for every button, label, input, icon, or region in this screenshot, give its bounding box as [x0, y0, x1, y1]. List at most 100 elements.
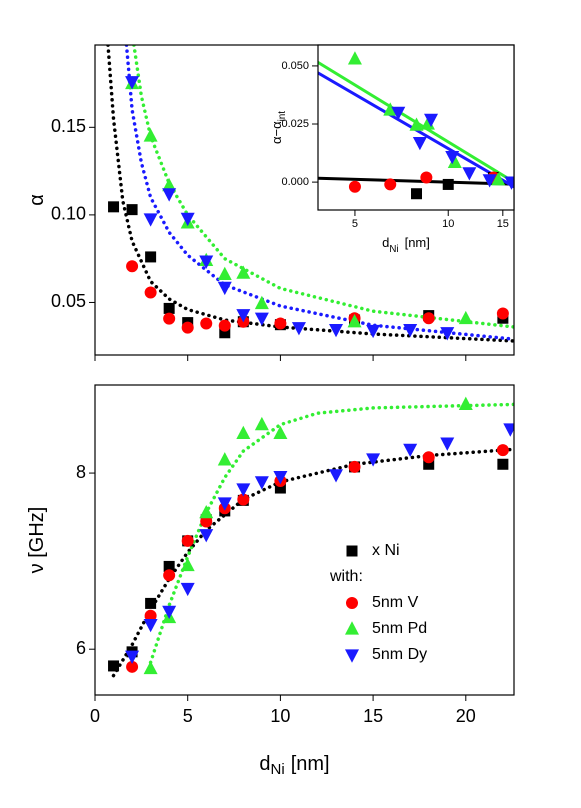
y-label-main: α−α	[269, 121, 284, 144]
marker-triangle-down	[482, 174, 497, 188]
x-tick-label: 5	[352, 218, 358, 230]
marker-circle	[144, 609, 157, 622]
marker-triangle-up	[236, 425, 251, 440]
marker-triangle-down	[503, 423, 514, 437]
marker-triangle-down	[366, 324, 381, 339]
marker-square	[108, 660, 120, 672]
marker-circle	[496, 444, 509, 457]
marker-triangle-down	[403, 443, 418, 457]
marker-triangle-down	[236, 483, 251, 497]
marker-triangle-down	[180, 212, 195, 227]
marker-triangle-up	[458, 310, 473, 325]
marker-square	[163, 560, 175, 572]
marker-triangle-up	[143, 660, 158, 675]
marker-triangle-down	[424, 113, 439, 128]
y-label-sub: int	[277, 111, 288, 122]
marker-triangle-down	[180, 582, 195, 597]
marker-triangle-down	[329, 324, 344, 338]
marker-triangle-down	[199, 255, 214, 269]
marker-square	[163, 302, 175, 314]
x-label-main: d	[382, 235, 389, 250]
legend-marker	[345, 621, 359, 635]
fit-curve	[148, 402, 514, 665]
legend-label: 5nm V	[372, 594, 419, 611]
marker-triangle-up	[162, 177, 177, 192]
legend-label: 5nm Pd	[372, 620, 427, 637]
y-tick-label: 0.05	[51, 291, 86, 311]
x-tick-label: 10	[442, 218, 454, 230]
marker-triangle-down	[125, 76, 140, 90]
marker-circle	[200, 515, 213, 528]
y-label-main: ν [GHz]	[26, 507, 48, 574]
marker-circle	[422, 312, 435, 325]
x-axis-label: dNi [nm]	[259, 753, 329, 778]
marker-circle	[384, 178, 397, 191]
marker-triangle-up	[254, 295, 269, 310]
marker-square	[145, 251, 157, 263]
marker-triangle-down	[391, 106, 406, 121]
marker-triangle-up	[458, 396, 473, 410]
fit-curve	[106, 45, 514, 343]
x-tick-label: 0	[90, 706, 100, 726]
marker-square	[423, 458, 435, 470]
marker-circle	[181, 534, 194, 547]
marker-triangle-up	[409, 117, 424, 131]
legend-label: 5nm Dy	[372, 646, 427, 663]
marker-circle	[218, 319, 231, 332]
x-tick-label: 5	[183, 706, 193, 726]
marker-triangle-down	[162, 605, 177, 620]
marker-triangle-down	[403, 324, 418, 338]
marker-square	[108, 201, 120, 213]
y-axis-label: ν [GHz]	[26, 507, 48, 574]
marker-triangle-down	[162, 188, 177, 202]
fit-curve	[318, 176, 514, 186]
marker-circle	[348, 180, 361, 193]
x-label-main: d	[259, 753, 270, 775]
marker-triangle-down	[254, 312, 269, 326]
marker-triangle-down	[254, 476, 269, 490]
legend-header: with:	[329, 568, 363, 585]
plot-area	[318, 51, 514, 200]
marker-triangle-up	[236, 265, 251, 279]
marker-triangle-down	[440, 327, 455, 341]
y-label-main: α	[26, 194, 48, 206]
marker-circle	[126, 660, 139, 673]
y-tick-label: 0.15	[51, 116, 86, 136]
marker-triangle-down	[236, 309, 251, 323]
marker-square	[126, 204, 138, 216]
marker-circle	[163, 312, 176, 325]
y-tick-label: 6	[76, 638, 86, 658]
marker-triangle-down	[217, 281, 232, 296]
marker-circle	[348, 460, 361, 473]
marker-triangle-down	[291, 322, 306, 336]
marker-square	[145, 597, 157, 609]
marker-triangle-up	[347, 314, 362, 328]
marker-triangle-up	[180, 557, 195, 572]
fit-curve	[111, 447, 514, 678]
marker-triangle-down	[143, 213, 158, 227]
y-axis-label: α	[26, 194, 48, 206]
marker-circle	[126, 260, 139, 273]
marker-triangle-down	[412, 137, 427, 151]
marker-square	[219, 327, 231, 339]
marker-triangle-down	[143, 618, 158, 633]
marker-square	[411, 188, 423, 200]
marker-triangle-down	[273, 470, 288, 485]
x-tick-label: 10	[270, 706, 290, 726]
marker-square	[274, 482, 286, 494]
marker-triangle-down	[366, 453, 381, 467]
marker-triangle-up	[254, 416, 269, 431]
y-tick-label: 8	[76, 462, 86, 482]
x-label-sub: Ni	[389, 244, 398, 255]
legend-marker	[345, 649, 359, 663]
marker-triangle-down	[329, 469, 344, 483]
x-label-unit: [nm]	[291, 753, 330, 775]
y-tick-label: 0.10	[51, 204, 86, 224]
marker-triangle-up	[143, 128, 158, 142]
fit-curve	[124, 45, 514, 341]
marker-triangle-up	[199, 504, 214, 519]
y-axis-label: α−αint	[269, 111, 287, 144]
y-tick-label: 0.050	[281, 60, 309, 72]
legend-marker	[346, 545, 358, 557]
marker-circle	[163, 569, 176, 582]
